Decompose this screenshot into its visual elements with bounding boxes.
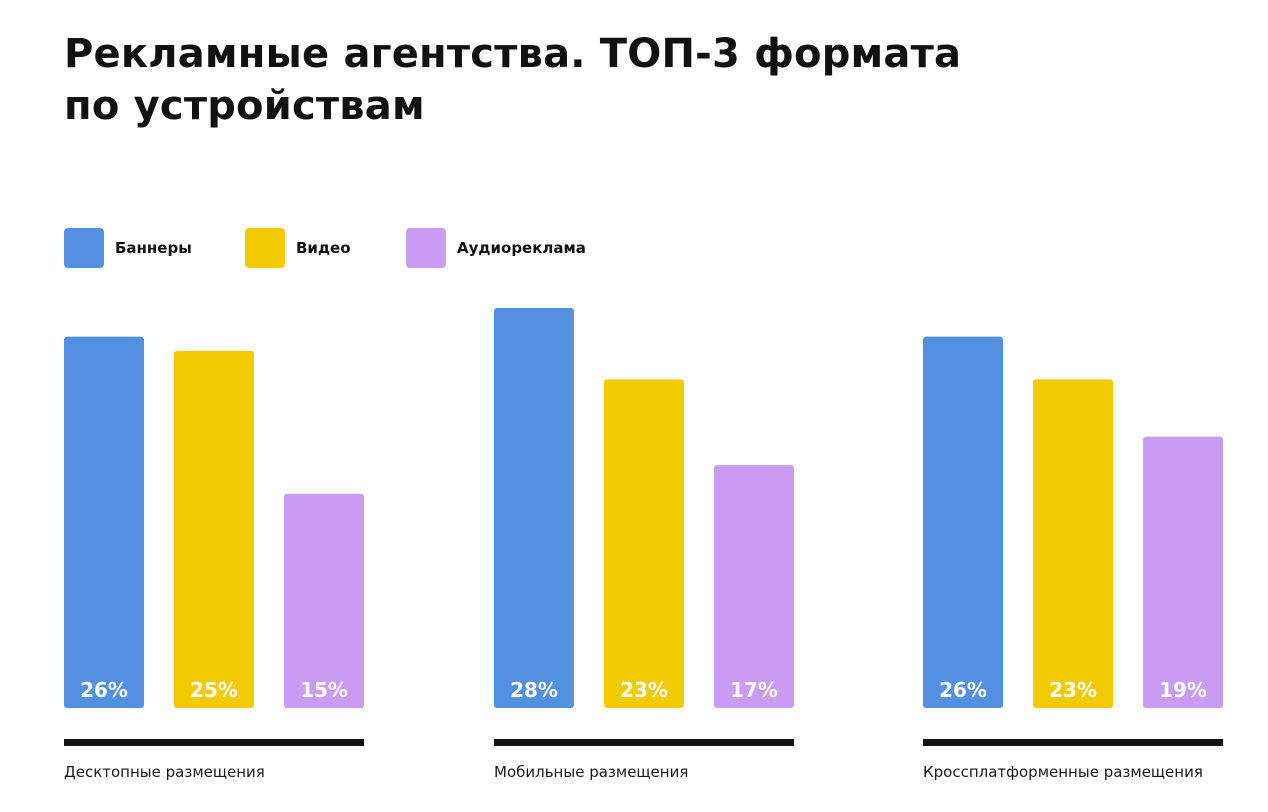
legend-swatch-banners [64, 228, 104, 268]
bar-video-1 [174, 350, 254, 708]
bar-video-3 [1033, 379, 1113, 708]
bar-banners-3 [923, 336, 1003, 708]
bar-audio-1 [284, 493, 364, 708]
bar-value-label-audio-1: 15% [300, 678, 348, 702]
legend-item-video: Видео [245, 228, 351, 268]
bar-video-2 [604, 379, 684, 708]
bar-value-label-banners-2: 28% [510, 678, 558, 702]
legend-item-audio: Аудиореклама [406, 228, 586, 268]
legend-swatch-audio [406, 228, 446, 268]
legend-label-audio: Аудиореклама [457, 239, 586, 257]
chart-title: Рекламные агентства. ТОП-3 формата по ус… [64, 28, 1064, 132]
group-underline-2 [494, 739, 794, 746]
chart-title-line-1: Рекламные агентства. ТОП-3 формата [64, 31, 962, 77]
category-label-2: Мобильные размещения [494, 763, 688, 781]
bar-value-label-banners-3: 26% [939, 678, 987, 702]
bar-value-label-audio-2: 17% [730, 678, 778, 702]
category-label-3: Кроссплатформенные размещения [923, 763, 1203, 781]
bar-value-label-video-1: 25% [190, 678, 238, 702]
legend-swatch-video [245, 228, 285, 268]
bar-value-label-video-2: 23% [620, 678, 668, 702]
bar-value-label-video-3: 23% [1049, 678, 1097, 702]
bar-banners-1 [64, 336, 144, 708]
group-underline-1 [64, 739, 364, 746]
bar-audio-2 [714, 465, 794, 708]
chart-title-line-2: по устройствам [64, 83, 425, 129]
category-label-1: Десктопные размещения [64, 763, 265, 781]
bar-banners-2 [494, 308, 574, 708]
bar-value-label-audio-3: 19% [1159, 678, 1207, 702]
bar-group-2: 28% 23% 17% Мобильные размещения [494, 308, 794, 781]
group-underline-3 [923, 739, 1223, 746]
bar-group-1: 26% 25% 15% Десктопные размещения [64, 336, 364, 781]
legend-label-video: Видео [296, 239, 351, 257]
bar-group-3: 26% 23% 19% Кроссплатформенные размещения [923, 336, 1223, 781]
bar-value-label-banners-1: 26% [80, 678, 128, 702]
legend-item-banners: Баннеры [64, 228, 192, 268]
legend-label-banners: Баннеры [115, 239, 192, 257]
bar-audio-3 [1143, 436, 1223, 708]
